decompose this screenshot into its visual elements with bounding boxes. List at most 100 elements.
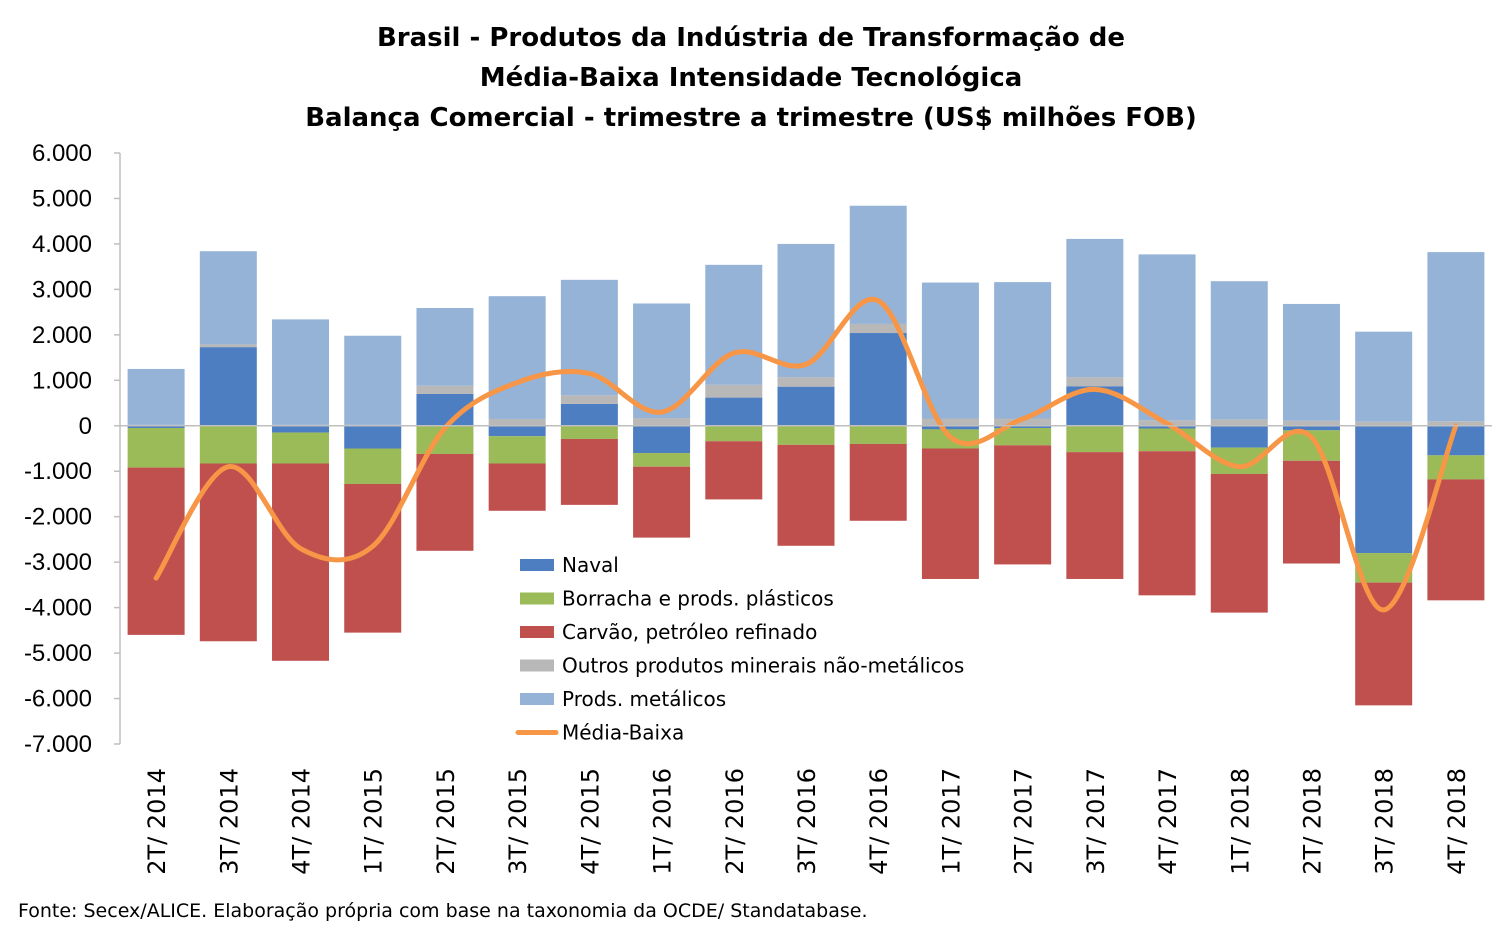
legend-label: Carvão, petróleo refinado [562,620,817,644]
bars [127,205,1485,706]
bar-segment [777,243,835,378]
y-tick-label: 5.000 [32,185,92,212]
bar-segment [1355,331,1413,422]
y-tick-label: 3.000 [32,276,92,303]
source-note: Fonte: Secex/ALICE. Elaboração própria c… [18,900,868,922]
bar-segment [633,425,691,454]
x-axis: 2T/ 2014 3T/ 2014 4T/ 2014 1T/ 2015 2T/ 2015… [120,425,1492,875]
bar-segment [1427,252,1485,422]
bar-segment [1138,254,1196,421]
y-tick-label: -2.000 [24,504,92,531]
bar-segment [416,308,474,386]
bar-segment [1427,479,1485,601]
bar-segment [921,282,979,419]
bar-segment [777,386,835,426]
y-tick-label: -3.000 [24,549,92,576]
bar-segment [1138,425,1196,429]
bar-segment [127,467,185,635]
bar-segment [1282,303,1340,421]
x-tick-label: 1T/ 2016 [649,768,677,875]
legend: Naval Borracha e prods. plásticos Carvão, … [515,553,964,745]
bar-segment [416,453,474,551]
x-tick-label: 2T/ 2018 [1298,768,1326,875]
bar-segment [488,296,546,419]
bar-segment [344,448,402,484]
bar-segment [199,463,257,642]
bar-segment [488,463,546,511]
x-tick-label: 3T/ 2016 [793,768,821,875]
y-tick-label: 4.000 [32,231,92,258]
x-tick-label: 2T/ 2017 [1010,768,1038,875]
bar-segment [127,425,185,429]
bar-segment [1210,281,1268,420]
bar-segment [560,438,618,505]
y-tick-label: -6.000 [24,686,92,713]
bar-segment [994,425,1052,429]
x-tick-label: 2T/ 2015 [432,768,460,875]
bar-segment [994,445,1052,565]
bar-segment [849,333,907,426]
bar-segment [849,443,907,521]
bar-segment [488,436,546,464]
legend-label: Média-Baixa [562,721,684,745]
bar-segment [199,344,257,348]
bar-segment [127,428,185,468]
bar-segment [488,425,546,437]
x-tick-label: 1T/ 2017 [937,768,965,875]
bar-segment [488,418,546,426]
bar-segment [1066,452,1124,579]
bar-segment [1282,420,1340,426]
x-tick-label: 3T/ 2017 [1082,768,1110,875]
x-tick-label: 4T/ 2016 [865,768,893,875]
bar-segment [1210,425,1268,448]
bar-segment [344,425,402,449]
x-tick-label: 4T/ 2015 [576,768,604,875]
x-tick-label: 3T/ 2014 [215,768,243,875]
bar-segment [777,377,835,387]
bar-segment [272,432,330,464]
legend-swatch [520,626,554,638]
y-tick-label: -4.000 [24,595,92,622]
bar-segment [560,403,618,426]
x-tick-label: 1T/ 2018 [1226,768,1254,875]
chart-title-line-3: Balança Comercial - trimestre a trimestr… [305,103,1197,133]
legend-swatch [520,559,554,571]
bar-segment [1066,377,1124,387]
legend-swatch [520,659,554,672]
y-tick-label: -7.000 [24,731,92,758]
x-tick-label: 3T/ 2018 [1371,768,1399,875]
x-tick-label: 1T/ 2015 [360,768,388,875]
y-axis: 6.000 5.000 4.000 3.000 2.000 1.000 0 -1.000 -2.… [24,140,121,758]
bar-segment [633,466,691,538]
bar-segment [272,319,330,425]
bar-segment [1138,451,1196,596]
y-tick-label: 6.000 [32,140,92,167]
bar-segment [777,444,835,546]
bar-segment [849,425,907,444]
x-tick-label: 4T/ 2014 [288,768,316,875]
bar-segment [1355,582,1413,706]
y-tick-label: 2.000 [32,322,92,349]
line-series [153,296,1459,613]
y-tick-label: 1.000 [32,367,92,394]
bar-segment [272,425,330,433]
x-tick-label: 4T/ 2017 [1154,768,1182,875]
bar-segment [199,251,257,345]
x-tick-label: 3T/ 2015 [504,768,532,875]
bar-segment [199,425,257,464]
bar-segment [921,425,979,430]
bar-segment [1066,425,1124,453]
bar-segment [1066,238,1124,378]
bar-segment [705,441,763,500]
y-tick-label: 0 [79,413,92,440]
bar-segment [921,448,979,579]
bar-segment [199,347,257,426]
bar-segment [1355,425,1413,554]
bar-segment [633,418,691,426]
x-tick-label: 2T/ 2014 [143,768,171,875]
y-tick-label: -5.000 [24,640,92,667]
bar-segment [705,425,763,442]
bar-segment [633,453,691,467]
bar-segment [560,395,618,404]
